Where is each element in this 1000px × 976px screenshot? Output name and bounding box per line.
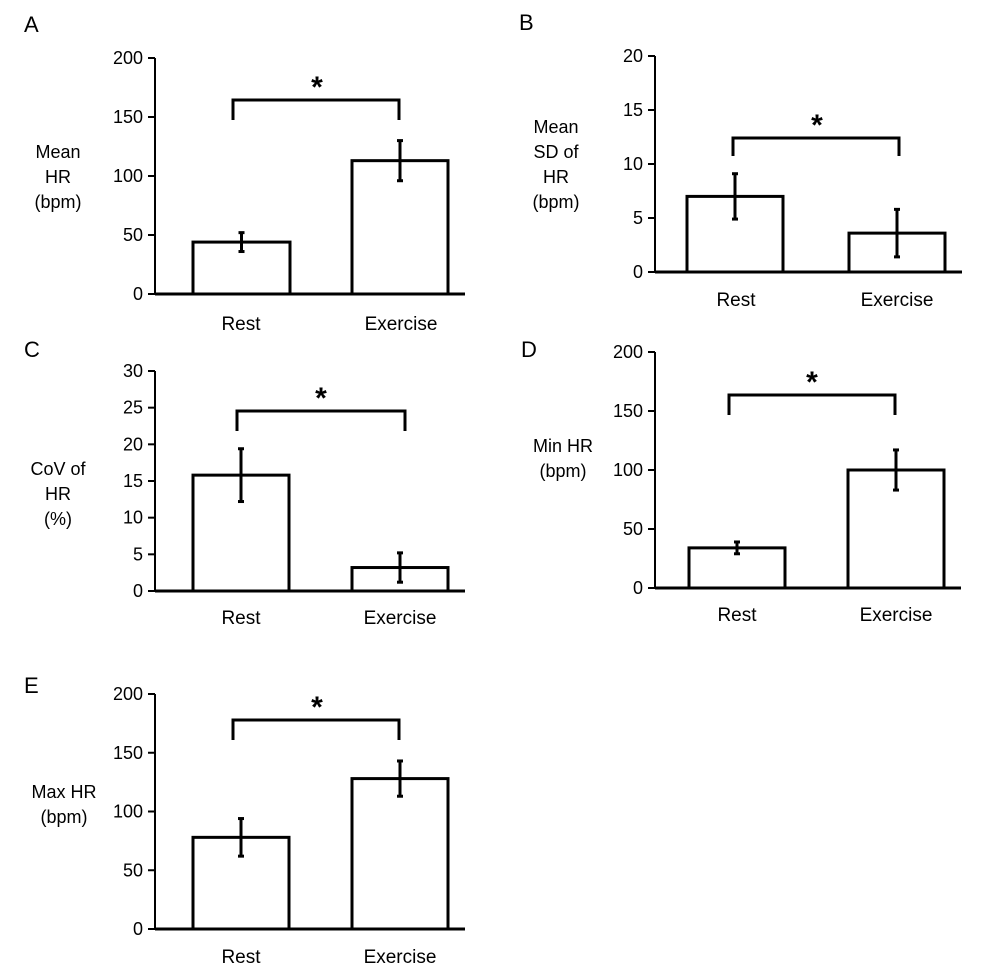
y-tick-label: 50 [623,519,643,539]
y-tick-label: 100 [113,802,143,822]
significance-star: * [806,366,818,399]
panel-c: C 0 5 10 15 20 25 30 CoV of HR (%) Rest Exercise * [24,337,465,629]
error-bar [734,540,740,556]
y-axis-label: Mean SD of HR (bpm) [532,117,579,212]
y-tick-label: 100 [613,460,643,480]
significance-bracket [727,393,897,415]
y-tick-label: 0 [633,578,643,598]
significance-star: * [811,109,823,142]
significance-star: * [315,382,327,415]
y-tick-label: 0 [133,284,143,304]
y-tick-label: 20 [123,434,143,454]
y-tick-label: 10 [123,508,143,528]
panel-letter: C [24,337,40,362]
x-tick-label: Rest [716,290,756,311]
y-tick-label: 0 [133,581,143,601]
y-tick-label: 20 [623,46,643,66]
y-tick-label: 5 [633,208,643,228]
panel-letter: B [519,10,534,35]
y-tick-label: 5 [133,544,143,564]
panel-b: B 0 5 10 15 20 Mean SD of HR (bpm) Rest Exercise * [519,10,962,311]
y-tick-label: 0 [133,919,143,939]
y-tick-label: 200 [113,48,143,68]
error-bar [238,231,245,254]
y-axis-label: Mean HR (bpm) [34,142,81,212]
significance-bracket [235,409,407,431]
error-bar [238,447,244,504]
x-tick-label: Rest [221,314,261,335]
y-tick-label: 150 [113,107,143,127]
y-tick-label: 200 [613,342,643,362]
significance-star: * [311,691,323,724]
y-axis-label: Min HR (bpm) [533,436,593,481]
y-tick-label: 0 [633,262,643,282]
y-tick-label: 150 [613,401,643,421]
error-bar [238,817,244,858]
x-tick-label: Rest [221,608,261,629]
y-tick-label: 30 [123,361,143,381]
y-axis-label: CoV of HR (%) [30,459,86,529]
error-bar [397,139,403,183]
error-bar [397,759,403,798]
y-tick-label: 200 [113,684,143,704]
x-tick-label: Exercise [365,314,438,335]
x-tick-label: Exercise [861,290,934,311]
panel-e: E 0 50 100 150 200 Max HR (bpm) Rest Exercise * [24,673,465,968]
significance-bracket [231,98,401,120]
y-tick-label: 50 [123,225,143,245]
bar-exercise [350,777,450,931]
significance-bracket [731,136,901,156]
error-bar [397,551,403,584]
y-tick-label: 100 [113,166,143,186]
significance-bracket [231,718,401,740]
panel-letter: A [24,12,39,37]
significance-star: * [311,71,323,104]
panel-letter: E [24,673,39,698]
error-bar [732,172,738,221]
panel-d: D 0 50 100 150 200 Min HR (bpm) Rest Exercise * [521,337,961,626]
y-tick-label: 15 [123,471,143,491]
panel-a: A 0 50 100 150 200 Mean HR (bpm) Rest Exercise * [24,12,465,335]
y-tick-label: 25 [123,398,143,418]
x-tick-label: Exercise [364,947,437,968]
error-bar [893,448,899,492]
x-tick-label: Rest [717,605,757,626]
y-tick-label: 15 [623,100,643,120]
x-tick-label: Exercise [364,608,437,629]
y-tick-label: 150 [113,743,143,763]
panel-letter: D [521,337,537,362]
y-tick-label: 50 [123,860,143,880]
y-tick-label: 10 [623,154,643,174]
y-axis-label: Max HR (bpm) [31,782,96,827]
x-tick-label: Rest [221,947,261,968]
error-bar [894,207,900,259]
x-tick-label: Exercise [860,605,933,626]
